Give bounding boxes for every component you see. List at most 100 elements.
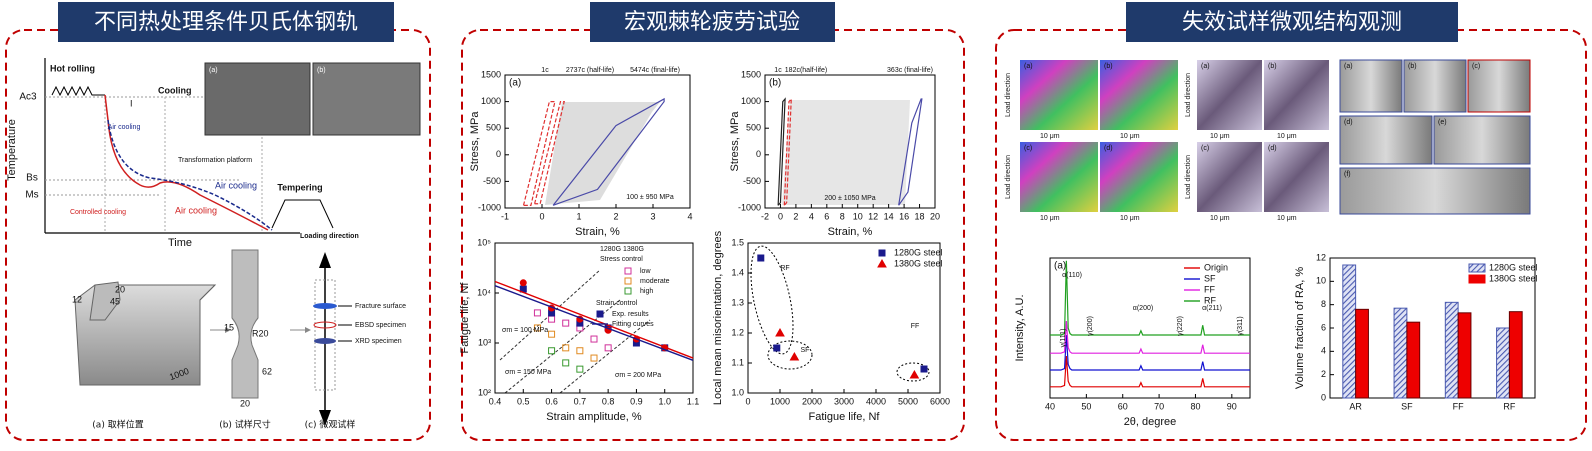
legend-label: Exp. results bbox=[612, 311, 649, 318]
level-label: Ac3 bbox=[19, 92, 37, 103]
caption: (a) 取样位置 bbox=[92, 419, 143, 431]
panel-label: (a) bbox=[509, 78, 521, 89]
direction-label: Loading direction bbox=[300, 233, 359, 240]
legend-swatch bbox=[1468, 274, 1486, 284]
part-label: Fracture surface bbox=[355, 303, 406, 310]
axis-label: Temperature bbox=[6, 119, 18, 181]
x-tick-label: 14 bbox=[884, 211, 894, 221]
micrograph-label: (c) bbox=[1201, 145, 1209, 152]
annotation: σm = 200 MPa bbox=[615, 372, 661, 379]
micrograph-label: (d) bbox=[1268, 145, 1277, 152]
x-tick-label: 0 bbox=[745, 396, 750, 406]
legend-label: Fitting curves bbox=[612, 321, 654, 328]
x-tick-label: 3 bbox=[650, 211, 655, 221]
panel-frame bbox=[5, 29, 431, 441]
micrographs: Load direction Load direction Load direc… bbox=[1005, 59, 1531, 222]
scale-label: 10 μm bbox=[1277, 133, 1297, 140]
x-tick-label: 2 bbox=[793, 211, 798, 221]
dimension: 62 bbox=[262, 366, 272, 376]
legend-swatch bbox=[877, 258, 887, 268]
curve-label: Air cooling bbox=[108, 124, 141, 131]
stage-label: Hot rolling bbox=[50, 63, 95, 73]
caption: (c) 微观试样 bbox=[305, 419, 356, 431]
micrograph-label: (d) bbox=[1344, 119, 1353, 126]
point bbox=[533, 309, 541, 317]
level-label: Bs bbox=[26, 173, 38, 184]
y-tick-label: 500 bbox=[746, 123, 761, 133]
legend-header: 1280G 1380G bbox=[600, 246, 644, 253]
x-tick-label: 60 bbox=[1118, 401, 1128, 411]
y-tick-label: 1.5 bbox=[731, 237, 744, 247]
plot-frame bbox=[494, 242, 694, 394]
panel-label: (b) bbox=[769, 78, 781, 89]
legend-swatch bbox=[624, 277, 632, 285]
x-tick-label: 6 bbox=[824, 211, 829, 221]
point bbox=[562, 319, 570, 327]
scale-label: 10 μm bbox=[1277, 215, 1297, 222]
bar bbox=[1342, 264, 1357, 399]
micrograph-label: (c) bbox=[1472, 63, 1480, 70]
panel-title: 不同热处理条件贝氏体钢轨 bbox=[94, 10, 358, 35]
x-tick-label: 1 bbox=[576, 211, 581, 221]
region-label: I bbox=[130, 98, 133, 108]
x-tick-label: 6000 bbox=[930, 396, 950, 406]
dimension: 45 bbox=[110, 296, 120, 306]
data-line bbox=[898, 98, 923, 206]
y-tick-label: 8 bbox=[1321, 299, 1326, 309]
stage-label: Cooling bbox=[158, 85, 192, 95]
y-tick-label: -1000 bbox=[478, 202, 501, 212]
data-line bbox=[1050, 355, 1250, 388]
level-label: Ms bbox=[25, 190, 38, 201]
stage-label: Tempering bbox=[277, 182, 322, 192]
x-axis-label: Strain, % bbox=[575, 226, 620, 238]
panel-label: (a) bbox=[1054, 261, 1066, 272]
loop-shading bbox=[545, 102, 660, 205]
point bbox=[590, 354, 598, 362]
dimension: 12 bbox=[72, 294, 82, 304]
micrograph-label: (a) bbox=[1024, 63, 1033, 70]
y-tick-label: 1.3 bbox=[731, 297, 744, 307]
y-tick-label: 1.2 bbox=[731, 327, 744, 337]
scale-label: 10 μm bbox=[1120, 133, 1140, 140]
legend-swatch bbox=[878, 249, 886, 257]
legend-swatch bbox=[596, 310, 604, 318]
annotation: γ(220) bbox=[1177, 316, 1184, 336]
point bbox=[920, 365, 928, 373]
x-tick-label: 0.8 bbox=[602, 396, 615, 406]
y-tick-label: 10³ bbox=[478, 337, 491, 347]
annotation: 1c bbox=[541, 67, 549, 74]
x-tick-label: 10 bbox=[853, 211, 863, 221]
legend-label: 1280G steel bbox=[1489, 262, 1538, 272]
plot-frame bbox=[764, 74, 936, 209]
part-label: XRD specimen bbox=[355, 338, 402, 345]
micrograph-label: (b) bbox=[1268, 63, 1277, 70]
x-tick-label: 8 bbox=[840, 211, 845, 221]
x-tick-label: 90 bbox=[1227, 401, 1237, 411]
legend-label: Origin bbox=[1204, 262, 1228, 272]
y-tick-label: -500 bbox=[743, 176, 761, 186]
y-tick-label: 1.1 bbox=[731, 357, 744, 367]
bar bbox=[1355, 308, 1369, 399]
x-tick-label: 2 bbox=[613, 211, 618, 221]
bar bbox=[1496, 327, 1510, 399]
axis-label: Time bbox=[168, 237, 192, 249]
x-tick-label: 20 bbox=[930, 211, 940, 221]
x-tick-label: 0.4 bbox=[489, 396, 502, 406]
y-tick-label: -1000 bbox=[738, 202, 761, 212]
annotation: γ(200) bbox=[1087, 316, 1094, 336]
panel-title: 宏观棘轮疲劳试验 bbox=[624, 10, 800, 35]
annotation: γ(111) bbox=[1060, 329, 1067, 348]
legend-label: low bbox=[640, 268, 651, 275]
x-tick-label: 0.7 bbox=[574, 396, 587, 406]
dimension: 15 bbox=[224, 322, 234, 332]
bar bbox=[1393, 307, 1408, 399]
point bbox=[909, 369, 920, 379]
x-tick-label: 0.6 bbox=[545, 396, 558, 406]
micrograph-label: (b) bbox=[1408, 63, 1417, 70]
y-tick-label: -500 bbox=[483, 176, 501, 186]
x-tick-label: 0.5 bbox=[517, 396, 530, 406]
bar bbox=[1457, 312, 1472, 399]
legend-label: RF bbox=[1204, 295, 1216, 305]
x-tick-label: 18 bbox=[915, 211, 925, 221]
x-axis-label: Strain amplitude, % bbox=[546, 411, 642, 423]
